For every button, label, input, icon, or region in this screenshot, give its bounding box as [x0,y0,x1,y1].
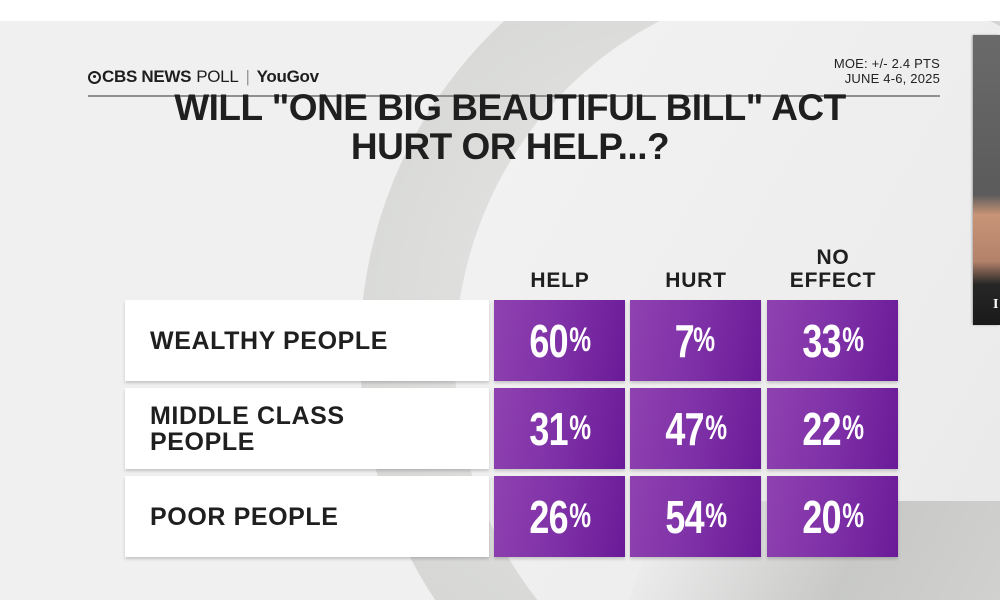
cell-value: 54 [665,490,704,543]
cbs-eye-icon [88,70,101,84]
poll-meta: MOE: +/- 2.4 PTS JUNE 4-6, 2025 [834,56,940,86]
row-label-middle-class: MIDDLE CLASS PEOPLE [125,388,489,469]
percent-sign: % [569,321,591,359]
percent-sign: % [705,409,727,447]
row-label-wealthy: WEALTHY PEOPLE [125,300,489,381]
cell-wealthy-no-effect: 33% [767,300,898,381]
percent-sign: % [705,497,727,535]
cell-value: 31 [529,402,568,455]
percent-sign: % [569,497,591,535]
percent-sign: % [842,409,864,447]
cell-wealthy-hurt: 7% [630,300,761,381]
thumbnail-caption: I [993,297,999,312]
poll-dates: JUNE 4-6, 2025 [844,71,940,86]
logo-brand: CBS NEWS [102,67,192,86]
poll-header: CBS NEWS POLL | YouGov MOE: +/- 2.4 PTS … [88,45,940,97]
cbs-yougov-logo: CBS NEWS POLL | YouGov [88,67,319,87]
margin-of-error: MOE: +/- 2.4 PTS [833,56,940,71]
cell-value: 26 [529,490,568,543]
logo-partner: YouGov [256,67,319,86]
title-line-2: HURT OR HELP...? [350,126,670,167]
cell-value: 47 [665,402,704,455]
row-label-poor: POOR PEOPLE [125,476,489,557]
cell-value: 7 [674,314,695,367]
cell-middle-class-help: 31% [494,388,625,469]
row-label-text: POOR PEOPLE [150,502,339,531]
cell-value: 33 [802,314,841,367]
column-header-hurt: HURT [665,269,727,292]
cell-middle-class-hurt: 47% [630,388,761,469]
header-divider [88,95,940,97]
row-label-text: WEALTHY PEOPLE [150,326,389,355]
logo-separator: | [245,67,250,86]
video-thumbnail[interactable]: I [973,35,1000,325]
cell-value: 20 [802,490,841,543]
percent-sign: % [692,321,715,359]
column-header-help: HELP [530,269,590,292]
title-line-1: WILL "ONE BIG BEAUTIFUL BILL" ACT [174,87,846,128]
cell-middle-class-no-effect: 22% [767,388,898,469]
percent-sign: % [842,497,864,535]
percent-sign: % [569,409,591,447]
cell-wealthy-help: 60% [494,300,625,381]
cell-value: 60 [529,314,568,367]
percent-sign: % [842,321,864,359]
cell-poor-hurt: 54% [630,476,761,557]
logo-product: POLL [196,67,239,86]
poll-question-title: WILL "ONE BIG BEAUTIFUL BILL" ACT HURT O… [110,88,910,166]
cell-poor-no-effect: 20% [767,476,898,557]
cell-value: 22 [802,402,841,455]
column-header-no-effect: NO EFFECT [789,246,877,292]
row-label-text: MIDDLE CLASS PEOPLE [150,401,345,456]
cell-poor-help: 26% [494,476,625,557]
